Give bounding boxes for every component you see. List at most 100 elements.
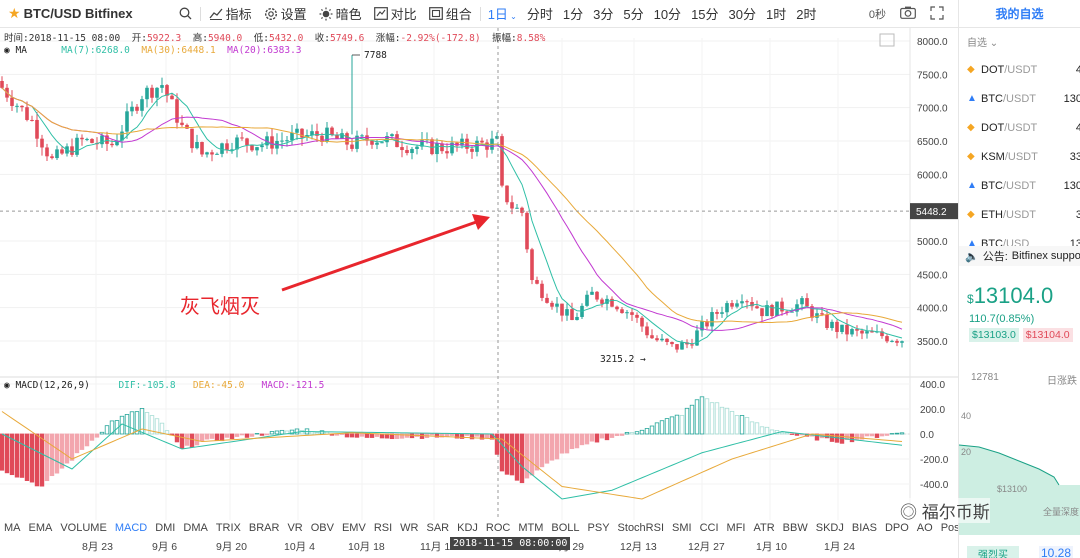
favorite-star-icon[interactable]: ★	[8, 5, 21, 21]
macd-bar	[494, 433, 500, 455]
candle-body	[145, 87, 149, 100]
macd-bar	[279, 429, 285, 435]
fullscreen-icon[interactable]	[930, 5, 944, 23]
search-icon[interactable]	[139, 7, 198, 20]
macd-bar	[739, 415, 745, 435]
indicator-tab-kdj[interactable]: KDJ	[457, 522, 478, 534]
indicator-tab-psy[interactable]: PSY	[587, 522, 610, 534]
interval-10m[interactable]: 10分	[653, 7, 682, 22]
indicator-tab-volume[interactable]: VOLUME	[60, 522, 107, 534]
macd-bar	[529, 433, 535, 476]
collapse-icon	[879, 33, 895, 47]
candle-body	[205, 152, 209, 155]
macd-eye-icon[interactable]: ◉	[4, 380, 10, 391]
indicator-tab-ma[interactable]: MA	[4, 522, 21, 534]
candle-body	[865, 331, 869, 334]
candle-body	[695, 330, 699, 346]
date-tick-label: 1月 10	[756, 541, 787, 553]
macd-bar	[684, 407, 690, 435]
indicator-tab-macd[interactable]: MACD	[114, 522, 148, 534]
bid-price[interactable]: $13103.0	[969, 328, 1019, 342]
candle-body	[225, 143, 229, 150]
macd-bar	[464, 433, 470, 436]
camera-icon[interactable]	[900, 6, 916, 22]
indicator-tab-mtm[interactable]: MTM	[518, 522, 544, 534]
indicator-tab-bias[interactable]: BIAS	[851, 522, 877, 534]
indicator-tab-obv[interactable]: OBV	[310, 522, 334, 534]
candle-body	[545, 297, 549, 303]
watchlist-item[interactable]: ▲ BTC/USDT 130	[959, 84, 1080, 113]
interval-1h[interactable]: 1时	[766, 7, 787, 22]
macd-bar	[534, 433, 540, 471]
coin-icon: ◆	[967, 122, 975, 133]
indicator-tab-dma[interactable]: DMA	[183, 522, 208, 534]
indicator-tab-atr[interactable]: ATR	[753, 522, 775, 534]
indicator-tab-boll[interactable]: BOLL	[551, 522, 580, 534]
candle-body	[165, 85, 169, 96]
indicator-tab-ema[interactable]: EMA	[28, 522, 53, 534]
indicator-tab-sar[interactable]: SAR	[426, 522, 450, 534]
watchlist-item[interactable]: ◆ ETH/USDT 3	[959, 200, 1080, 229]
indicator-tab-skdj[interactable]: SKDJ	[815, 522, 844, 534]
indicator-tab-dpo[interactable]: DPO	[884, 522, 909, 534]
macd-bar	[254, 433, 260, 435]
candle-body	[255, 147, 259, 151]
candle-body	[635, 314, 639, 318]
combine-button[interactable]: 组合	[423, 4, 478, 23]
indicator-tab-emv[interactable]: EMV	[341, 522, 366, 534]
candle-body	[720, 312, 724, 314]
indicator-tab-ao[interactable]: AO	[916, 522, 933, 534]
candle-body	[530, 249, 534, 281]
interval-1d[interactable]: 1日 ⌄	[487, 7, 517, 22]
indicator-tab-rsi[interactable]: RSI	[373, 522, 393, 534]
watchlist-group[interactable]: 自选 ⌄	[967, 38, 999, 49]
interval-5m[interactable]: 5分	[623, 7, 644, 22]
compare-button[interactable]: 对比	[368, 4, 423, 23]
candle-body	[630, 312, 634, 315]
macd-bar	[729, 410, 735, 435]
candle-body	[245, 138, 249, 146]
watchlist-title[interactable]: 我的自选	[959, 0, 1080, 28]
strong-buy-button[interactable]: 强烈买	[967, 546, 1019, 558]
ma-eye-icon[interactable]: ◉	[4, 45, 10, 56]
indicator-tab-roc[interactable]: ROC	[485, 522, 511, 534]
interval-2h[interactable]: 2时	[796, 7, 817, 22]
indicator-tab-stochrsi[interactable]: StochRSI	[617, 522, 665, 534]
indicator-tab-dmi[interactable]: DMI	[155, 522, 176, 534]
indicator-tab-trix[interactable]: TRIX	[215, 522, 241, 534]
indicators-button[interactable]: 指标	[203, 4, 258, 23]
watchlist-item[interactable]: ▲ BTC/USDT 130	[959, 171, 1080, 200]
candle-body	[515, 207, 519, 209]
indicator-tab-vr[interactable]: VR	[287, 522, 303, 534]
ask-price[interactable]: $13104.0	[1022, 328, 1073, 342]
coin-icon: ◆	[967, 151, 975, 162]
candle-body	[480, 140, 484, 143]
interval-1m[interactable]: 1分	[562, 7, 584, 22]
candlestick-chart[interactable]: 8000.0 7500.0 7000.0 6500.0 6000.0 5000.0 4500…	[0, 28, 958, 520]
candle-body	[610, 298, 614, 307]
indicator-tab-brar[interactable]: BRAR	[248, 522, 280, 534]
watchlist-item[interactable]: ◆ KSM/USDT 33	[959, 142, 1080, 171]
candle-body	[465, 138, 469, 149]
settings-button[interactable]: 设置	[258, 4, 313, 23]
watchlist-item[interactable]: ◆ DOT/USDT 4	[959, 113, 1080, 142]
interval-15m[interactable]: 15分	[691, 7, 719, 22]
symbol-title[interactable]: BTC/USD Bitfinex	[23, 6, 133, 21]
dark-mode-button[interactable]: 暗色	[313, 4, 368, 23]
watchlist-item[interactable]: ◆ DOT/USDT 4	[959, 55, 1080, 84]
macd-bar	[349, 433, 355, 438]
indicator-tab-cci[interactable]: CCI	[699, 522, 719, 534]
macd-bar	[649, 425, 655, 435]
interval-timeline[interactable]: 分时	[526, 7, 553, 22]
notice-bar[interactable]: 🔈 公告: Bitfinex suppo	[959, 246, 1080, 266]
indicator-tab-wr[interactable]: WR	[400, 522, 419, 534]
interval-3m[interactable]: 3分	[593, 7, 614, 22]
ma20-line	[1, 87, 903, 331]
price-change: 110.7(0.85%)	[969, 313, 1035, 325]
indicator-tab-smi[interactable]: SMI	[672, 522, 692, 534]
interval-30m[interactable]: 30分	[728, 7, 756, 22]
macd-bar	[244, 433, 250, 438]
annotation-text: 灰飞烟灭	[180, 294, 260, 318]
indicator-tab-bbw[interactable]: BBW	[782, 522, 808, 534]
indicator-tab-mfi[interactable]: MFI	[726, 522, 746, 534]
